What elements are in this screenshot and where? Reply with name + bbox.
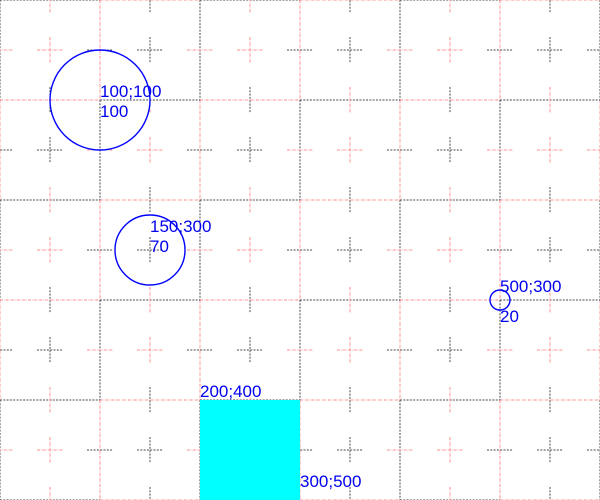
svg-text:200;400: 200;400 — [200, 382, 261, 401]
svg-text:20: 20 — [500, 307, 519, 326]
svg-text:100;100: 100;100 — [100, 82, 161, 101]
svg-text:300;500: 300;500 — [300, 472, 361, 491]
svg-text:70: 70 — [150, 237, 169, 256]
svg-text:100: 100 — [100, 102, 128, 121]
svg-text:150;300: 150;300 — [150, 217, 211, 236]
svg-text:500;300: 500;300 — [500, 277, 561, 296]
